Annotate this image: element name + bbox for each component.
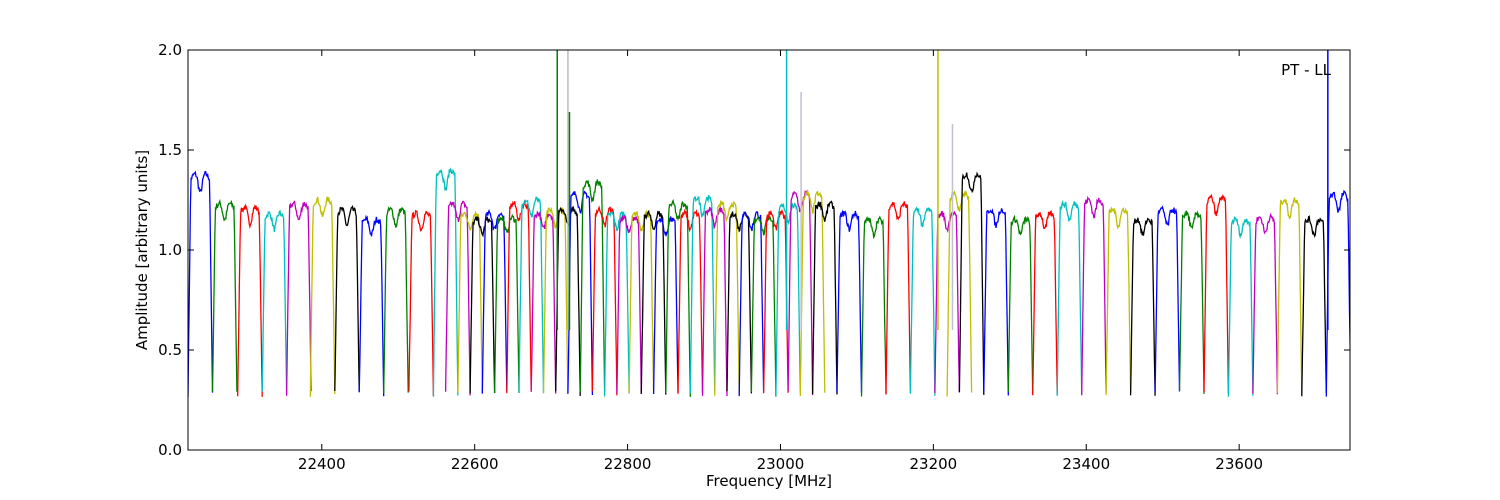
annotation-label: PT - LL	[1281, 61, 1332, 79]
band-line	[836, 209, 863, 393]
band-line	[1154, 205, 1181, 393]
band-line	[934, 210, 961, 394]
x-tick-label: 23400	[1062, 455, 1110, 473]
band-line	[1032, 210, 1058, 396]
y-axis-ticks: 0.0 0.5 1.0 1.5 2.0	[158, 41, 1350, 459]
spike-series-group	[556, 50, 1329, 330]
band-line	[811, 200, 838, 395]
band-line	[591, 205, 618, 396]
band-line	[457, 210, 483, 394]
band-line	[860, 215, 887, 397]
band-line	[567, 190, 594, 396]
band-line	[652, 216, 679, 395]
y-tick-label: 0.0	[158, 441, 182, 459]
band-line	[958, 171, 985, 395]
band-line	[481, 208, 508, 394]
band-line	[750, 214, 777, 397]
x-tick-label: 22600	[451, 455, 499, 473]
band-line	[1056, 199, 1083, 396]
band-line	[1227, 216, 1254, 397]
band-line	[665, 198, 691, 397]
band-line	[1301, 215, 1327, 397]
band-line	[188, 170, 214, 398]
band-line	[1325, 189, 1350, 397]
y-tick-label: 1.5	[158, 141, 182, 159]
band-line	[506, 199, 532, 394]
band-line	[689, 194, 716, 394]
band-line	[334, 204, 360, 392]
band-line	[799, 189, 826, 397]
band-line	[714, 200, 740, 397]
band-series-group	[188, 167, 1350, 398]
band-line	[1129, 217, 1156, 396]
band-line	[237, 203, 263, 397]
x-tick-label: 23600	[1215, 455, 1263, 473]
band-line	[444, 200, 471, 396]
x-tick-label: 23200	[910, 455, 958, 473]
band-line	[261, 209, 288, 395]
band-line	[1105, 206, 1132, 395]
band-line	[885, 201, 912, 395]
y-tick-label: 0.5	[158, 341, 182, 359]
band-line	[1276, 197, 1303, 395]
x-axis-label: Frequency [MHz]	[706, 472, 832, 490]
band-line	[762, 208, 789, 394]
y-tick-label: 1.0	[158, 241, 182, 259]
band-line	[285, 200, 312, 396]
band-line	[469, 216, 496, 394]
y-tick-label: 2.0	[158, 41, 182, 59]
x-tick-label: 22800	[604, 455, 652, 473]
band-line	[309, 196, 336, 397]
band-line	[775, 202, 801, 396]
band-line	[1007, 214, 1034, 395]
band-line	[493, 213, 520, 394]
x-tick-label: 23000	[757, 455, 805, 473]
band-line	[909, 206, 936, 396]
band-line	[946, 189, 973, 397]
band-line	[603, 210, 630, 397]
band-line	[1178, 210, 1205, 394]
band-line	[677, 208, 704, 394]
band-line	[432, 167, 459, 397]
band-line	[383, 206, 409, 394]
x-axis-ticks: 22400 22600 22800 23000 23200 23400 23600	[298, 50, 1263, 473]
band-line	[1203, 193, 1230, 394]
band-line	[738, 210, 765, 396]
band-line	[579, 179, 606, 393]
band-line	[983, 208, 1009, 396]
band-line	[530, 210, 557, 394]
y-axis-label: Amplitude [arbitrary units]	[133, 150, 151, 350]
band-line	[701, 205, 728, 397]
band-line	[358, 214, 385, 397]
band-line	[640, 209, 667, 395]
band-line	[1081, 195, 1107, 396]
x-tick-label: 22400	[298, 455, 346, 473]
band-line	[616, 215, 642, 394]
band-line	[518, 196, 545, 394]
band-line	[211, 198, 238, 392]
band-line	[1252, 212, 1279, 395]
band-line	[408, 209, 435, 397]
